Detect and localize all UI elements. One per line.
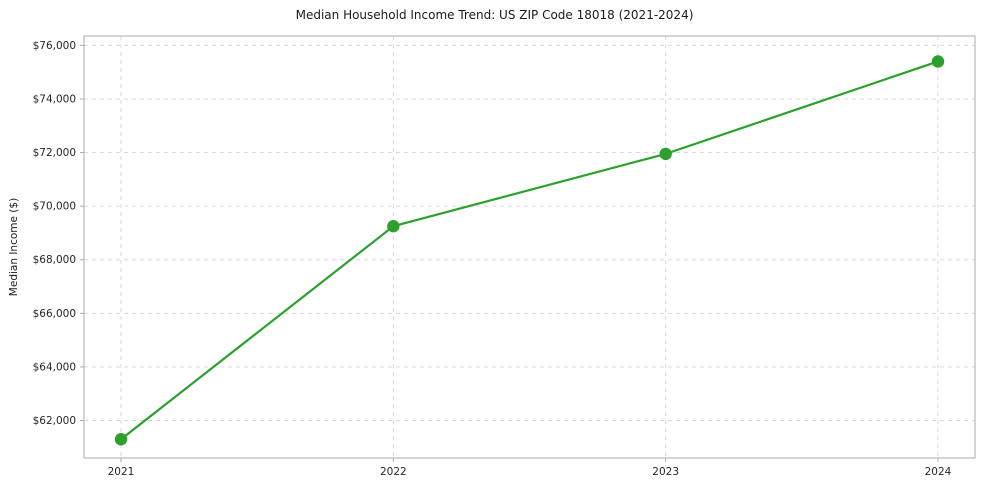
x-tick-label: 2021: [108, 466, 135, 478]
y-tick-label: $76,000: [33, 40, 76, 52]
y-tick-label: $72,000: [33, 147, 76, 159]
x-tick-label: 2023: [652, 466, 679, 478]
plot-border: [83, 35, 976, 459]
data-point-marker: [114, 433, 128, 446]
y-tick-label: $70,000: [33, 201, 76, 213]
data-point-marker: [659, 147, 672, 161]
chart-title: Median Household Income Trend: US ZIP Co…: [295, 8, 694, 22]
y-tick-label: $62,000: [33, 415, 76, 427]
data-line: [119, 60, 940, 441]
x-tick-label: 2024: [925, 466, 952, 478]
y-tick-label: $68,000: [33, 254, 76, 266]
data-point-marker: [931, 55, 945, 68]
y-tick-label: $66,000: [33, 308, 76, 320]
y-tick-label: $64,000: [33, 361, 76, 373]
data-point-marker: [387, 220, 400, 233]
y-tick-label: $74,000: [33, 93, 76, 105]
x-tick-label: 2022: [380, 466, 407, 478]
